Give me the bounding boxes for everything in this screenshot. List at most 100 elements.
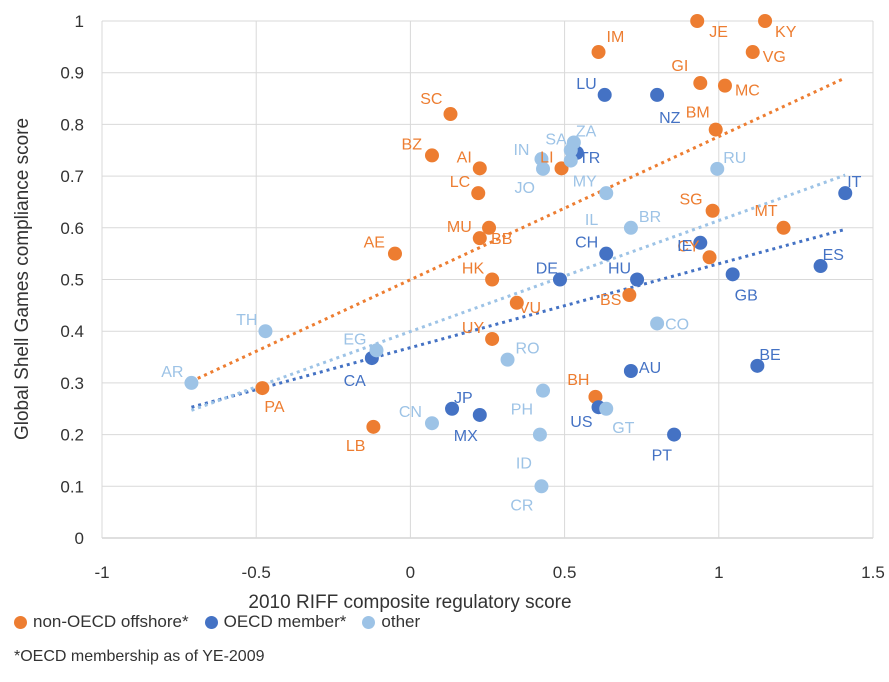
data-point: [623, 220, 638, 235]
data-point: [563, 143, 578, 158]
point-label: AI: [457, 149, 472, 166]
y-tick-label: 0.9: [60, 64, 84, 83]
data-point: [258, 324, 273, 339]
x-tick-label: -1: [94, 563, 109, 582]
point-label: RU: [723, 150, 746, 167]
point-label: MX: [454, 428, 478, 445]
data-point: [445, 401, 460, 416]
x-axis-title: 2010 RIFF composite regulatory score: [248, 592, 571, 613]
point-label: BZ: [402, 136, 423, 153]
trendline: [191, 227, 846, 409]
point-label: IN: [513, 142, 529, 159]
data-point: [255, 381, 270, 396]
data-point: [500, 352, 515, 367]
y-tick-label: 0.8: [60, 115, 84, 134]
point-label: PH: [511, 402, 533, 419]
data-point: [532, 427, 547, 442]
point-label: MU: [447, 219, 472, 236]
point-label: MT: [754, 203, 777, 220]
data-point: [690, 14, 705, 28]
point-label: CO: [665, 316, 689, 333]
legend-swatch-oecd: [204, 615, 218, 629]
data-point: [758, 14, 773, 28]
point-label: PT: [652, 448, 673, 465]
point-label: HK: [462, 261, 485, 278]
data-point: [591, 45, 606, 60]
point-label: AE: [364, 235, 385, 252]
point-label: US: [570, 414, 592, 431]
data-point: [650, 87, 665, 102]
point-label: ES: [823, 247, 844, 264]
point-label: PA: [264, 399, 284, 416]
point-label: CR: [510, 497, 533, 514]
point-label: RO: [516, 341, 540, 358]
point-label: EG: [343, 331, 366, 348]
point-label: CN: [399, 404, 422, 421]
data-point: [554, 161, 569, 176]
point-label: SG: [680, 192, 703, 209]
data-point: [485, 272, 500, 287]
data-point: [599, 246, 614, 261]
point-label: NZ: [659, 110, 681, 127]
x-tick-label: 0.5: [553, 563, 577, 582]
data-point: [745, 45, 760, 60]
point-label: GT: [612, 420, 634, 437]
legend-swatch-non-oecd: [14, 615, 27, 629]
data-points: [184, 14, 853, 494]
trendline: [190, 76, 846, 383]
point-label: GI: [671, 58, 688, 75]
footnote: *OECD membership as of YE-2009: [14, 648, 265, 665]
trendlines: [190, 76, 846, 412]
point-label: JO: [515, 180, 535, 197]
point-label: LB: [346, 438, 366, 455]
point-labels: JE KY IM VG GI MC SC BM BZ AI LI LC SG MT BB MU AE CY HK BS…: [161, 24, 861, 514]
point-label: IE: [677, 238, 692, 255]
data-point: [552, 272, 567, 287]
point-label: VU: [519, 300, 541, 317]
point-label: BM: [686, 105, 710, 122]
y-axis-ticks: 0 0.1 0.2 0.3 0.4 0.5 0.6 0.7 0.8 0.9 1: [60, 12, 84, 548]
data-point: [536, 383, 551, 398]
point-label: IL: [585, 212, 598, 229]
data-point: [509, 295, 524, 310]
point-label: DE: [536, 261, 558, 278]
point-label: BE: [759, 347, 780, 364]
y-tick-label: 0.5: [60, 271, 84, 290]
y-axis-title: Global Shell Games compliance score: [12, 118, 33, 440]
point-label: KY: [775, 24, 797, 41]
data-point: [708, 122, 723, 137]
point-label: ZA: [576, 123, 597, 140]
x-tick-label: 1: [714, 563, 723, 582]
y-tick-label: 0: [75, 529, 84, 548]
data-point: [650, 316, 665, 331]
point-label: CH: [575, 235, 598, 252]
data-point: [599, 401, 614, 416]
legend-item-other: other: [362, 612, 420, 632]
point-label: TH: [236, 312, 257, 329]
data-point: [710, 161, 725, 176]
data-point: [702, 250, 717, 265]
point-label: BB: [491, 231, 512, 248]
point-label: BS: [600, 292, 621, 309]
point-label: JE: [709, 24, 728, 41]
point-label: UY: [462, 320, 485, 337]
data-point: [693, 235, 708, 250]
point-label: LC: [450, 174, 470, 191]
point-label: MY: [573, 174, 597, 191]
legend-swatch-other: [362, 615, 376, 629]
data-point: [813, 259, 828, 274]
point-label: CY: [677, 238, 700, 255]
data-point: [630, 272, 645, 287]
data-point: [443, 107, 458, 122]
data-point: [184, 375, 199, 390]
data-point: [485, 331, 500, 346]
point-label: SC: [420, 91, 442, 108]
data-point: [563, 153, 578, 168]
data-point: [472, 161, 487, 176]
point-label: GB: [735, 287, 758, 304]
legend-label-oecd: OECD member*: [223, 612, 347, 631]
point-label: IT: [847, 174, 861, 191]
data-point: [536, 161, 551, 176]
data-point: [471, 186, 486, 201]
point-label: IM: [607, 29, 625, 46]
